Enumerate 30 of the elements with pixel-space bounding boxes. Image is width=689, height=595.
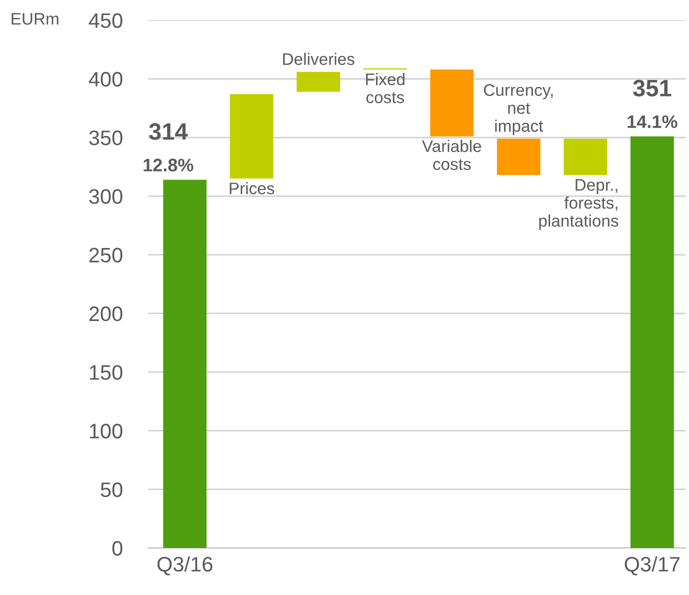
data-label: 351 [633, 80, 672, 97]
data-label: 314 [149, 123, 188, 140]
bar [630, 136, 674, 548]
y-tick-label: 50 [100, 482, 122, 498]
x-tick-label: Fixed costs [366, 73, 404, 104]
bar [496, 138, 540, 176]
y-tick-label: 200 [89, 306, 122, 322]
x-tick-label: Q3/16 [157, 556, 212, 576]
annotation: 14.1% [628, 115, 678, 128]
bar [296, 72, 340, 92]
y-axis-title: EURm [12, 13, 58, 25]
y-tick-label: 400 [88, 72, 122, 87]
annotation: 12.8% [144, 158, 194, 172]
y-tick-label: 150 [90, 365, 122, 380]
bar [430, 69, 474, 136]
x-tick-label: Depr., forests, plantations [539, 179, 618, 230]
y-tick-label: 0 [112, 540, 122, 556]
y-tick-label: 300 [89, 189, 122, 204]
bar [163, 180, 207, 548]
x-tick-label: Deliveries [283, 52, 354, 66]
y-tick-label: 250 [89, 248, 122, 263]
y-tick-label: 450 [88, 13, 122, 28]
x-tick-label: Currency, net impact [484, 84, 553, 136]
y-tick-label: 350 [89, 130, 122, 146]
bar [564, 138, 608, 176]
x-tick-label: Variable costs [422, 140, 482, 170]
x-tick-label: Prices [230, 182, 274, 194]
x-tick-label: Q3/17 [624, 556, 680, 576]
bar [230, 94, 274, 179]
y-tick-label: 100 [90, 424, 122, 438]
